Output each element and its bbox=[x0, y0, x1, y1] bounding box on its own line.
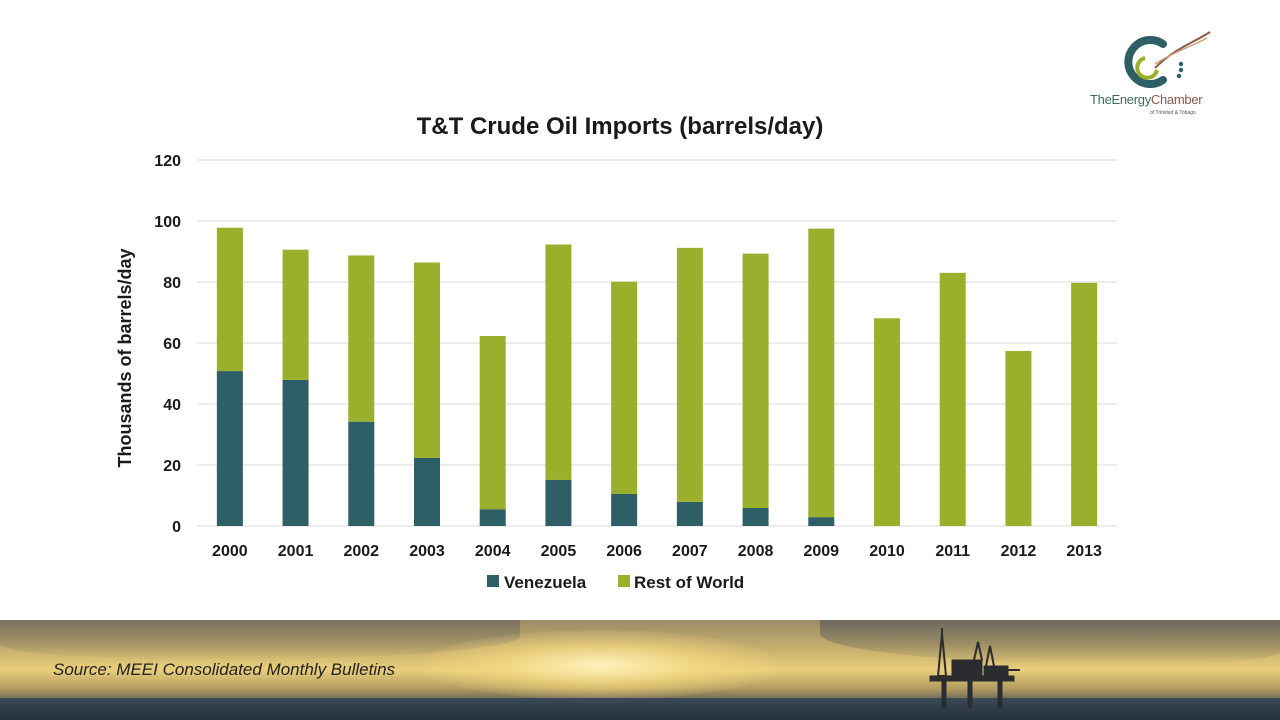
bar-venezuela-2007 bbox=[676, 501, 703, 526]
legend: Venezuela Rest of World bbox=[487, 573, 744, 592]
x-axis-ticks: 2000 2001 2002 2003 2004 2005 2006 2007 2008 2009… bbox=[212, 543, 1102, 560]
bar-rest-of-world-2002 bbox=[348, 255, 375, 422]
x-tick-label: 2010 bbox=[869, 543, 905, 560]
logo-wordmark: TheEnergyChamber bbox=[1090, 92, 1203, 107]
x-tick-label: 2002 bbox=[343, 543, 379, 560]
logo-subtitle: of Trinidad & Tobago bbox=[1150, 110, 1196, 116]
bar-venezuela-2008 bbox=[742, 508, 769, 526]
bar-venezuela-2009 bbox=[808, 517, 835, 526]
bar-rest-of-world-2012 bbox=[1005, 350, 1032, 526]
legend-label-venezuela: Venezuela bbox=[504, 573, 587, 592]
bar-rest-of-world-2010 bbox=[874, 318, 900, 526]
bar-rest-of-world-2008 bbox=[742, 253, 769, 509]
bar-rest-of-world-2007 bbox=[676, 247, 703, 502]
y-tick-label: 100 bbox=[154, 214, 181, 231]
bar-rest-of-world-2003 bbox=[414, 262, 440, 458]
legend-label-rest-of-world: Rest of World bbox=[634, 573, 744, 592]
x-tick-label: 2006 bbox=[606, 543, 642, 560]
x-tick-label: 2011 bbox=[935, 543, 970, 560]
bar-venezuela-2004 bbox=[479, 509, 506, 526]
x-tick-label: 2005 bbox=[541, 543, 577, 560]
y-tick-label: 60 bbox=[163, 336, 181, 353]
x-tick-label: 2003 bbox=[409, 543, 445, 560]
y-axis-label: Thousands of barrels/day bbox=[115, 248, 135, 467]
x-tick-label: 2001 bbox=[278, 543, 314, 560]
sunset-sea-banner bbox=[0, 620, 1280, 720]
bars bbox=[216, 227, 1098, 526]
source-note: Source: MEEI Consolidated Monthly Bullet… bbox=[53, 660, 396, 679]
bar-rest-of-world-2005 bbox=[545, 244, 572, 480]
bar-venezuela-2000 bbox=[216, 371, 243, 526]
legend-swatch-rest-of-world bbox=[618, 575, 630, 587]
y-tick-label: 20 bbox=[163, 458, 181, 475]
x-tick-label: 2008 bbox=[738, 543, 774, 560]
oil-rig-icon bbox=[929, 628, 1020, 708]
y-axis-ticks: 0 20 40 60 80 100 120 bbox=[154, 153, 181, 536]
x-tick-label: 2000 bbox=[212, 543, 248, 560]
energy-chamber-logo bbox=[1124, 31, 1211, 88]
y-tick-label: 80 bbox=[163, 275, 181, 292]
bar-venezuela-2003 bbox=[414, 457, 440, 526]
gridlines bbox=[197, 159, 1117, 527]
bar-rest-of-world-2001 bbox=[282, 249, 309, 380]
bar-rest-of-world-2013 bbox=[1071, 282, 1098, 526]
bar-venezuela-2005 bbox=[545, 479, 572, 526]
legend-swatch-venezuela bbox=[487, 575, 499, 587]
bar-rest-of-world-2009 bbox=[808, 228, 835, 518]
bar-rest-of-world-2011 bbox=[939, 272, 966, 526]
bar-venezuela-2002 bbox=[348, 421, 375, 526]
bar-venezuela-2006 bbox=[611, 493, 638, 526]
y-tick-label: 0 bbox=[172, 519, 181, 536]
stacked-bar-chart: T&T Crude Oil Imports (barrels/day) 0 20 4… bbox=[115, 113, 1117, 592]
bar-rest-of-world-2000 bbox=[216, 227, 243, 372]
bar-venezuela-2001 bbox=[282, 379, 309, 526]
bar-rest-of-world-2006 bbox=[611, 281, 638, 494]
y-tick-label: 120 bbox=[154, 153, 181, 170]
bar-rest-of-world-2004 bbox=[479, 335, 506, 510]
y-tick-label: 40 bbox=[163, 397, 181, 414]
x-tick-label: 2012 bbox=[1001, 543, 1037, 560]
logo-brand-part2: Chamber bbox=[1150, 92, 1203, 107]
logo-brand-part1: TheEnergy bbox=[1090, 92, 1151, 107]
chart-title: T&T Crude Oil Imports (barrels/day) bbox=[417, 113, 824, 140]
x-tick-label: 2004 bbox=[475, 543, 511, 560]
x-tick-label: 2007 bbox=[672, 543, 708, 560]
x-tick-label: 2013 bbox=[1066, 543, 1102, 560]
x-tick-label: 2009 bbox=[803, 543, 839, 560]
